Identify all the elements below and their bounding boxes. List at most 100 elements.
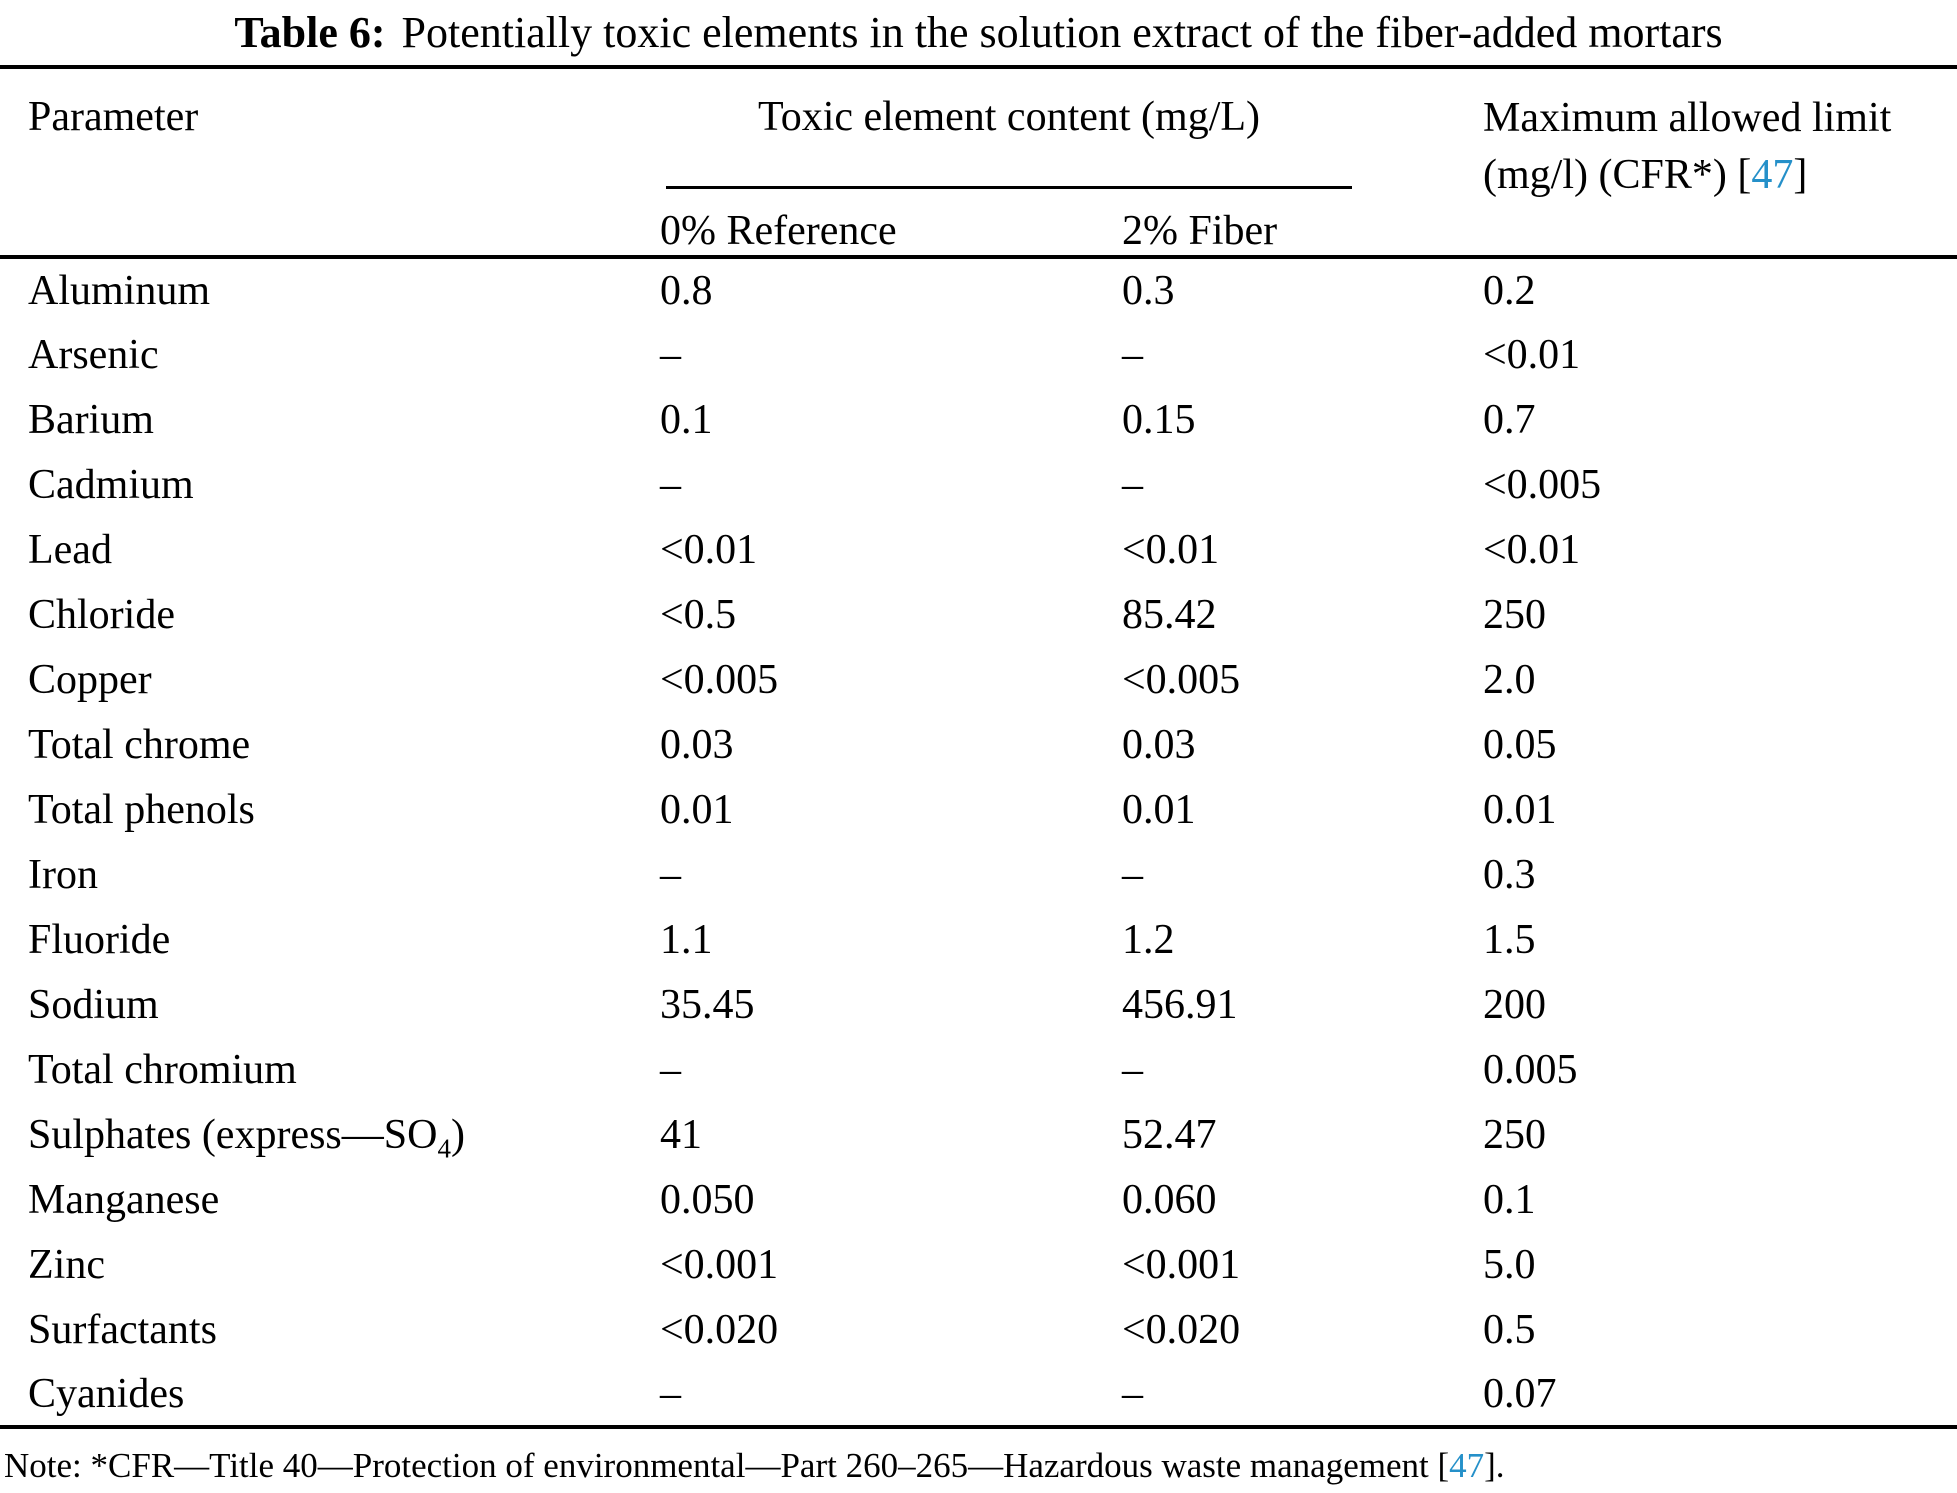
cell-limit-value: 0.01 (1483, 786, 1557, 833)
cell-limit-value: 250 (1483, 1111, 1546, 1158)
cell-limit-value: 0.005 (1483, 1046, 1578, 1093)
cell-limit-value: 0.1 (1483, 1176, 1536, 1223)
cell-limit-value: 0.07 (1483, 1370, 1557, 1417)
cell-parameter: Iron (28, 851, 98, 898)
cell-parameter: Total chrome (28, 721, 251, 768)
cell-fiber-value: – (1122, 1370, 1143, 1417)
cell-reference-value: <0.01 (660, 526, 758, 573)
cell-reference-value: 35.45 (660, 981, 755, 1028)
note-text-end: ]. (1484, 1446, 1505, 1485)
column-group-header-cell: Toxic element content (mg/L) (660, 67, 1483, 189)
cell-limit-value: 0.05 (1483, 721, 1557, 768)
cell-parameter: Arsenic (28, 331, 159, 378)
cell-fiber-value: <0.005 (1122, 656, 1241, 703)
cell-parameter: Zinc (28, 1241, 105, 1288)
cell-fiber-value: – (1122, 331, 1143, 378)
cell-limit-value: 2.0 (1483, 656, 1536, 703)
cell-reference-value: <0.5 (660, 591, 737, 638)
cell-limit-value: <0.01 (1483, 331, 1581, 378)
cell-parameter: Manganese (28, 1176, 220, 1223)
cell-parameter: Sodium (28, 981, 159, 1028)
cell-reference-value: 1.1 (660, 916, 713, 963)
cell-reference-value: – (660, 1046, 681, 1093)
note-text: Note: *CFR—Title 40—Protection of enviro… (4, 1446, 1450, 1485)
table-row: Aluminum 0.8 0.3 0.2 (0, 257, 1957, 322)
cell-fiber-value: 0.3 (1122, 267, 1175, 314)
cell-limit-value: 5.0 (1483, 1241, 1536, 1288)
limit-header-line1: Maximum allowed limit (1483, 95, 1892, 141)
cell-reference-value: 0.01 (660, 786, 734, 833)
table-row: Arsenic – – <0.01 (0, 322, 1957, 387)
cell-fiber-value: 0.03 (1122, 721, 1196, 768)
cell-reference-value: 0.1 (660, 396, 713, 443)
cell-parameter: Sulphates (express—SO4) (28, 1111, 465, 1163)
cell-fiber-value: 0.15 (1122, 396, 1196, 443)
table-row: Barium 0.1 0.15 0.7 (0, 387, 1957, 452)
column-header-parameter: Parameter (28, 94, 199, 140)
citation-link-47[interactable]: 47 (1751, 152, 1794, 198)
cell-limit-value: 0.7 (1483, 396, 1536, 443)
cell-reference-value: – (660, 331, 681, 378)
cell-reference-value: 0.8 (660, 267, 713, 314)
cell-parameter: Surfactants (28, 1306, 217, 1353)
table-row: Manganese 0.050 0.060 0.1 (0, 1167, 1957, 1232)
limit-header-line2: (mg/l) (CFR*) [47] (1483, 147, 1957, 204)
note-citation-link-47[interactable]: 47 (1449, 1446, 1485, 1485)
cell-fiber-value: 0.01 (1122, 786, 1196, 833)
table-caption: Table 6: Potentially toxic elements in th… (0, 4, 1957, 61)
cell-fiber-value: 85.42 (1122, 591, 1217, 638)
table-body: Aluminum 0.8 0.3 0.2 Arsenic – – <0.01 B… (0, 257, 1957, 1427)
cell-limit-value: 1.5 (1483, 916, 1536, 963)
cell-limit-value: 250 (1483, 591, 1546, 638)
cell-parameter: Barium (28, 396, 154, 443)
cell-limit-value: 0.5 (1483, 1306, 1536, 1353)
page: Table 6: Potentially toxic elements in th… (0, 4, 1957, 1493)
cell-parameter: Aluminum (28, 267, 211, 314)
group-header-label: Toxic element content (mg/L) (757, 94, 1261, 140)
cell-reference-value: 41 (660, 1111, 702, 1158)
table-row: Sodium 35.45 456.91 200 (0, 972, 1957, 1037)
cell-fiber-value: – (1122, 851, 1143, 898)
cell-parameter: Total phenols (28, 786, 255, 833)
cell-reference-value: <0.001 (660, 1241, 779, 1288)
cell-limit-value: 200 (1483, 981, 1546, 1028)
column-header-fiber: 2% Fiber (1122, 208, 1278, 254)
table-row: Surfactants <0.020 <0.020 0.5 (0, 1297, 1957, 1362)
table-row: Total chrome 0.03 0.03 0.05 (0, 712, 1957, 777)
table-note: Note: *CFR—Title 40—Protection of enviro… (0, 1445, 1957, 1487)
cell-limit-value: <0.005 (1483, 461, 1602, 508)
caption-label: Table 6: (234, 8, 386, 57)
table-header: Parameter Toxic element content (mg/L) M… (0, 67, 1957, 257)
cell-reference-value: – (660, 1370, 681, 1417)
table-row: Copper <0.005 <0.005 2.0 (0, 647, 1957, 712)
cell-parameter: Total chromium (28, 1046, 297, 1093)
cell-reference-value: 0.050 (660, 1176, 755, 1223)
cell-parameter: Fluoride (28, 916, 171, 963)
cell-limit-value: <0.01 (1483, 526, 1581, 573)
cell-fiber-value: – (1122, 1046, 1143, 1093)
column-header-reference: 0% Reference (660, 208, 897, 254)
table-row: Lead <0.01 <0.01 <0.01 (0, 517, 1957, 582)
limit-header-line2-post: ] (1793, 152, 1808, 198)
table-row: Total chromium – – 0.005 (0, 1037, 1957, 1102)
table-row: Chloride <0.5 85.42 250 (0, 582, 1957, 647)
cell-fiber-value: 1.2 (1122, 916, 1175, 963)
cell-reference-value: – (660, 851, 681, 898)
cell-reference-value: 0.03 (660, 721, 734, 768)
cell-reference-value: – (660, 461, 681, 508)
table-row: Cadmium – – <0.005 (0, 452, 1957, 517)
group-header-underline: Toxic element content (mg/L) (666, 69, 1352, 189)
table-row: Iron – – 0.3 (0, 842, 1957, 907)
cell-fiber-value: 456.91 (1122, 981, 1238, 1028)
table-row: Fluoride 1.1 1.2 1.5 (0, 907, 1957, 972)
table-row: Sulphates (express—SO4) 41 52.47 250 (0, 1102, 1957, 1167)
cell-fiber-value: <0.01 (1122, 526, 1220, 573)
cell-fiber-value: <0.020 (1122, 1306, 1241, 1353)
parameter-subscript: 4 (437, 1132, 451, 1163)
cell-fiber-value: 0.060 (1122, 1176, 1217, 1223)
cell-parameter: Cyanides (28, 1370, 185, 1417)
table-row: Total phenols 0.01 0.01 0.01 (0, 777, 1957, 842)
cell-parameter: Lead (28, 526, 112, 573)
cell-fiber-value: – (1122, 461, 1143, 508)
data-table: Parameter Toxic element content (mg/L) M… (0, 65, 1957, 1429)
